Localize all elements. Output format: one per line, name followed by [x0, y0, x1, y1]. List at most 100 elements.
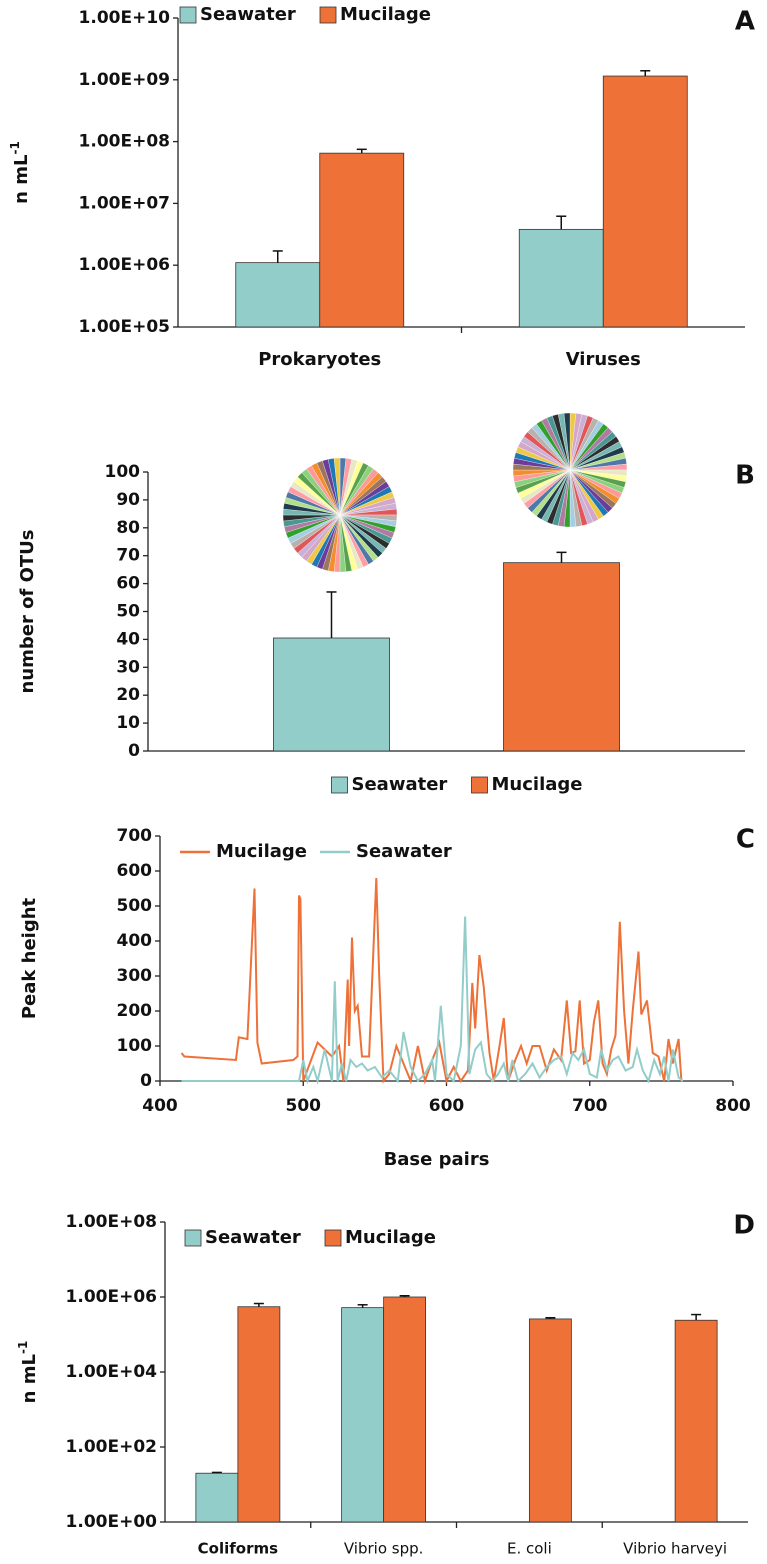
error-bar: [253, 1302, 264, 1307]
y-axis-title-superscript: -1: [8, 141, 22, 154]
y-axis-title-superscript: -1: [16, 1341, 30, 1354]
y-axis-title-text: n mL: [11, 155, 32, 204]
legend-label: Mucilage: [216, 841, 307, 862]
y-tick-label: 1.00E+07: [79, 193, 170, 213]
y-tick-label: 100: [117, 1036, 153, 1056]
y-tick-label: 30: [116, 657, 140, 677]
bar: [273, 637, 390, 752]
x-tick-label: 600: [429, 1096, 465, 1116]
y-tick-label: 70: [116, 546, 140, 566]
x-tick-label: 700: [572, 1096, 608, 1116]
legend-swatch: [331, 776, 348, 794]
error-bar: [640, 70, 651, 77]
bar: [503, 562, 620, 752]
y-tick-label: 1.00E+04: [66, 1362, 158, 1382]
y-tick-label: 1.00E+05: [79, 317, 170, 337]
legend-swatch: [179, 6, 197, 24]
legend-label: Mucilage: [492, 774, 583, 795]
y-tick-label: 1.00E+09: [79, 70, 170, 90]
legend-label: Seawater: [352, 774, 448, 795]
pie-inset: [282, 457, 398, 573]
panel-label: D: [733, 1211, 755, 1241]
x-tick-label: E. coli: [507, 1540, 552, 1558]
y-axis-title-text: n mL: [19, 1354, 40, 1403]
y-tick-label: 40: [116, 629, 140, 649]
x-tick-label: 400: [142, 1096, 178, 1116]
y-tick-label: 500: [117, 896, 153, 916]
error-bar: [556, 551, 567, 563]
y-tick-label: 700: [117, 826, 153, 846]
panel-label: C: [736, 825, 755, 855]
y-tick-label: 400: [117, 931, 153, 951]
pie-inset-wedge: [333, 457, 341, 516]
legend-label: Mucilage: [345, 1227, 436, 1248]
legend-label: Seawater: [200, 4, 296, 25]
y-axis-title: number of OTUs: [17, 530, 38, 694]
error-bar: [691, 1313, 702, 1321]
panel-label: B: [735, 461, 755, 491]
bar: [195, 1472, 239, 1523]
error-bar: [272, 250, 283, 263]
error-bar: [326, 591, 337, 639]
y-axis-title-text: Peak height: [19, 897, 40, 1019]
legend-swatch: [324, 1229, 342, 1247]
x-tick-label: Vibrio harveyi: [623, 1540, 727, 1558]
bar: [237, 1306, 281, 1523]
y-tick-label: 1.00E+10: [79, 8, 171, 28]
pie-inset: [512, 412, 628, 528]
y-tick-label: 600: [117, 861, 153, 881]
y-tick-label: 200: [117, 1001, 153, 1021]
y-tick-label: 1.00E+08: [66, 1212, 157, 1232]
line-series: [180, 877, 683, 1085]
bar: [674, 1319, 718, 1523]
y-tick-label: 50: [116, 602, 140, 622]
error-bar: [556, 215, 567, 230]
y-tick-label: 100: [105, 462, 141, 482]
y-tick-label: 10: [116, 713, 140, 733]
bar: [383, 1296, 427, 1523]
y-tick-label: 60: [116, 574, 140, 594]
panel-label: A: [735, 7, 755, 37]
y-axis-title: n mL-1: [16, 1341, 41, 1404]
line-series: [181, 916, 684, 1085]
legend-swatch: [184, 1229, 202, 1247]
y-tick-label: 1.00E+06: [79, 255, 170, 275]
bar: [518, 228, 604, 328]
y-axis-title: n mL-1: [8, 141, 33, 204]
y-tick-label: 1.00E+02: [66, 1437, 157, 1457]
y-tick-label: 1.00E+08: [79, 132, 170, 152]
x-tick-label: 800: [715, 1096, 751, 1116]
y-axis-title: Peak height: [19, 897, 40, 1019]
x-tick-label: Coliforms: [198, 1540, 278, 1558]
y-tick-label: 80: [116, 518, 140, 538]
y-tick-label: 20: [116, 685, 140, 705]
y-tick-label: 300: [117, 966, 153, 986]
pie-inset-wedge: [563, 412, 571, 471]
legend-label: Seawater: [356, 841, 452, 862]
y-tick-label: 0: [140, 1071, 152, 1091]
bar: [528, 1318, 572, 1523]
legend-swatch: [471, 776, 488, 794]
error-bar: [211, 1471, 222, 1474]
error-bar: [545, 1316, 556, 1319]
x-tick-label: 500: [286, 1096, 322, 1116]
y-tick-label: 1.00E+06: [66, 1287, 157, 1307]
bar: [341, 1307, 385, 1523]
bar: [235, 262, 321, 328]
legend-label: Mucilage: [340, 4, 431, 25]
y-axis-title-text: number of OTUs: [17, 530, 38, 694]
x-tick-label: Viruses: [566, 349, 641, 370]
x-axis-title: Base pairs: [384, 1149, 490, 1170]
legend-swatch: [319, 6, 337, 24]
bar: [602, 75, 688, 328]
error-bar: [356, 148, 367, 154]
bar: [319, 152, 405, 328]
y-tick-label: 90: [116, 490, 140, 510]
y-tick-label: 1.00E+00: [66, 1512, 158, 1532]
x-tick-label: Prokaryotes: [258, 349, 381, 370]
y-tick-label: 0: [128, 741, 140, 761]
x-tick-label: Vibrio spp.: [344, 1540, 424, 1558]
legend-label: Seawater: [205, 1227, 301, 1248]
